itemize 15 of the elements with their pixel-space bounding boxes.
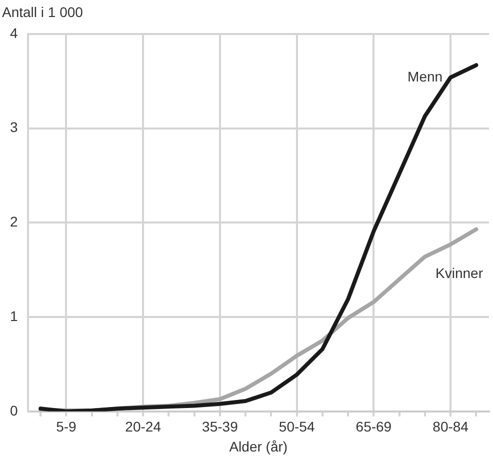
y-tick-label: 2 <box>10 214 18 230</box>
y-tick-label: 1 <box>10 308 18 324</box>
series-label: Menn <box>408 68 443 84</box>
y-tick-label: 4 <box>10 24 18 41</box>
x-tick-label: 50-54 <box>278 418 315 435</box>
y-tick-label: 0 <box>10 402 18 418</box>
x-axis-title: Alder (år) <box>229 438 288 454</box>
x-tick-label: 65-69 <box>356 418 392 435</box>
series-label: Kvinner <box>436 265 484 282</box>
x-tick-label: 80-84 <box>432 418 469 435</box>
x-tick-label: 35-39 <box>202 418 238 435</box>
y-axis-title: Antall i 1 000 <box>2 4 84 20</box>
y-tick-label: 3 <box>10 119 18 136</box>
x-tick-label: 5-9 <box>56 418 77 435</box>
x-tick-label: 20-24 <box>125 418 162 435</box>
